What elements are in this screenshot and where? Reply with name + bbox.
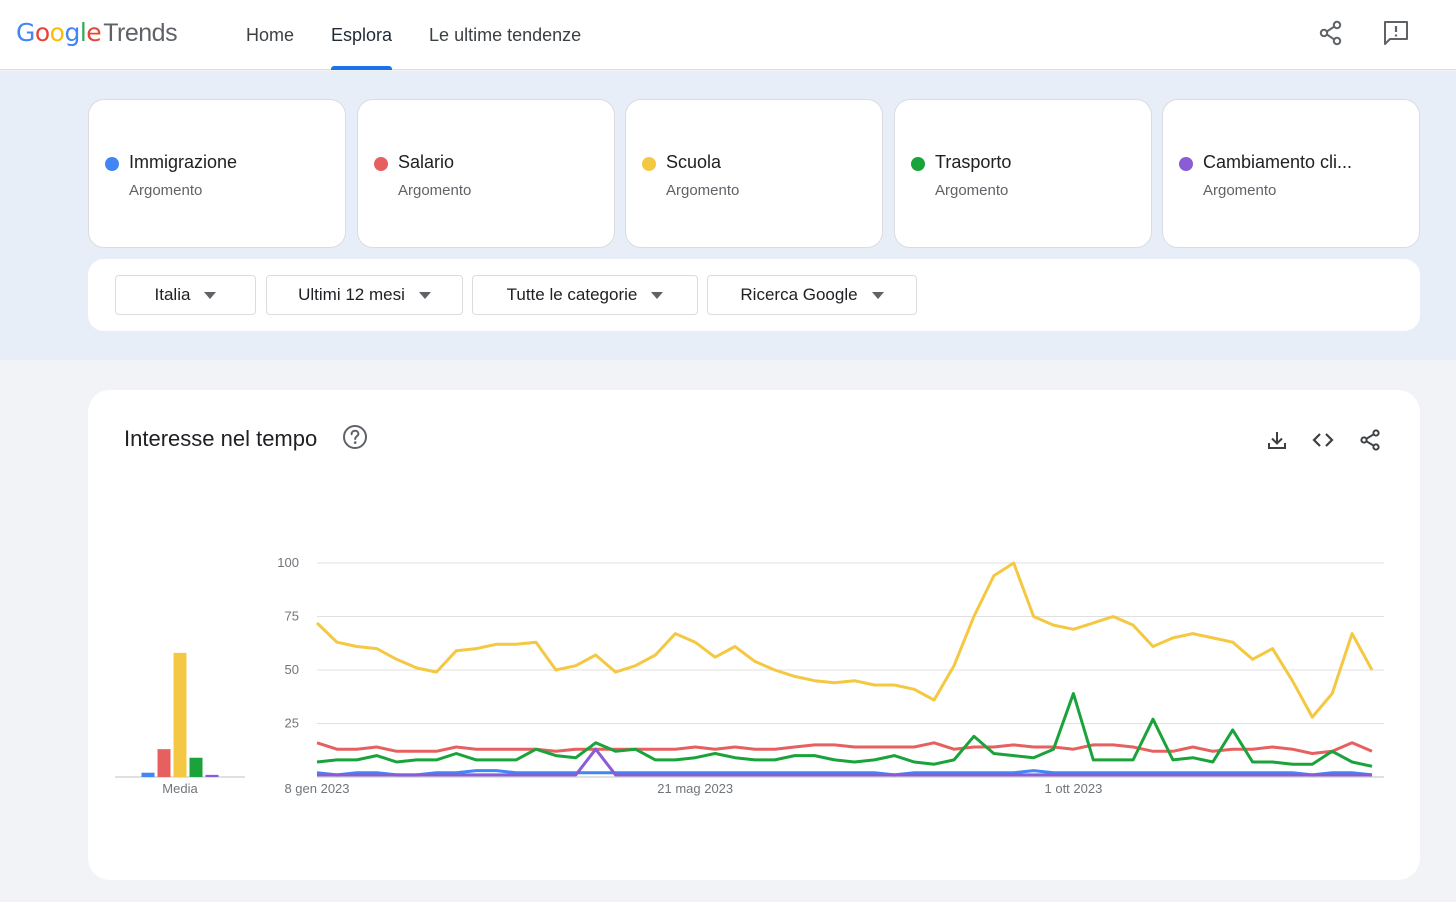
series-line xyxy=(316,692,1373,768)
share-icon[interactable] xyxy=(1358,428,1382,452)
google-trends-logo[interactable]: G o o g l e Trends xyxy=(16,18,178,48)
time-range-value: Ultimi 12 mesi xyxy=(298,285,405,304)
caret-down-icon xyxy=(418,291,431,299)
logo-product-name: Trends xyxy=(103,19,178,47)
term-color-dot xyxy=(642,157,656,171)
interest-over-time-chart: 100 75 50 25 8 gen 2023 21 mag 2023 1 ott 2023… xyxy=(115,555,1384,796)
term-name: Salario xyxy=(398,152,455,172)
term-name: Immigrazione xyxy=(129,152,238,172)
average-bar xyxy=(189,757,203,777)
term-name: Cambiamento cli... xyxy=(1203,152,1353,172)
term-color-dot xyxy=(374,157,388,171)
average-bar xyxy=(157,749,171,777)
x-tick-label: 1 ott 2023 xyxy=(1045,781,1103,796)
term-card-trasporto[interactable]: Trasporto Argomento xyxy=(894,99,1152,248)
term-type: Argomento xyxy=(935,182,1009,199)
y-tick-label: 75 xyxy=(285,609,299,624)
series-line xyxy=(316,769,1373,777)
help-icon[interactable] xyxy=(342,424,368,450)
nav-home[interactable]: Home xyxy=(246,25,295,45)
logo-letter: o xyxy=(49,18,65,47)
series-line xyxy=(317,747,1372,777)
average-bar xyxy=(205,774,219,777)
search-type-value: Ricerca Google xyxy=(740,285,858,304)
caret-down-icon xyxy=(204,291,217,299)
term-type: Argomento xyxy=(129,182,203,199)
series-line xyxy=(315,561,1374,719)
y-tick-label: 25 xyxy=(285,716,299,731)
chart-title: Interesse nel tempo xyxy=(124,426,318,451)
main-nav: Home Esplora Le ultime tendenze xyxy=(246,0,618,70)
logo-letter: g xyxy=(64,18,80,47)
category-value: Tutte le categorie xyxy=(506,285,638,304)
x-tick-label: 8 gen 2023 xyxy=(284,781,349,796)
term-card-immigrazione[interactable]: Immigrazione Argomento xyxy=(88,99,346,248)
caret-down-icon xyxy=(651,291,664,299)
logo-letter: e xyxy=(86,18,102,47)
term-card-scuola[interactable]: Scuola Argomento xyxy=(625,99,883,248)
y-tick-label: 50 xyxy=(285,662,299,677)
download-icon[interactable] xyxy=(1265,428,1289,452)
term-name: Scuola xyxy=(666,152,722,172)
average-bar xyxy=(173,652,187,777)
term-name: Trasporto xyxy=(935,152,1012,172)
series-line xyxy=(316,741,1373,755)
app-header: G o o g l e Trends Home Esplora Le ultim… xyxy=(0,0,1456,70)
term-color-dot xyxy=(105,157,119,171)
region-dropdown[interactable]: Italia xyxy=(115,275,256,315)
interest-over-time-card: Interesse nel tempo 100 75 50 25 8 gen 2023 2… xyxy=(88,390,1420,880)
logo-letter: o xyxy=(34,18,50,47)
time-range-dropdown[interactable]: Ultimi 12 mesi xyxy=(266,275,463,315)
x-tick-label: 21 mag 2023 xyxy=(657,781,733,796)
nav-trending-now[interactable]: Le ultime tendenze xyxy=(429,25,582,45)
term-type: Argomento xyxy=(398,182,472,199)
y-tick-label: 100 xyxy=(277,555,299,570)
category-dropdown[interactable]: Tutte le categorie xyxy=(472,275,698,315)
term-card-cambiamento-climatico[interactable]: Cambiamento cli... Argomento xyxy=(1162,99,1420,248)
logo-letter: l xyxy=(79,18,87,47)
term-type: Argomento xyxy=(1203,182,1277,199)
filter-bar: Italia Ultimi 12 mesi Tutte le categorie… xyxy=(88,259,1420,331)
caret-down-icon xyxy=(871,291,884,299)
term-card-salario[interactable]: Salario Argomento xyxy=(357,99,615,248)
logo-letter: G xyxy=(16,18,35,47)
embed-icon[interactable] xyxy=(1311,428,1335,452)
share-icon[interactable] xyxy=(1316,18,1346,48)
region-value: Italia xyxy=(154,285,191,304)
term-color-dot xyxy=(911,157,925,171)
nav-explore[interactable]: Esplora xyxy=(331,0,393,70)
term-color-dot xyxy=(1179,157,1193,171)
term-type: Argomento xyxy=(666,182,740,199)
search-type-dropdown[interactable]: Ricerca Google xyxy=(707,275,917,315)
average-bar xyxy=(141,772,155,777)
feedback-icon[interactable] xyxy=(1381,18,1411,48)
average-label: Media xyxy=(162,781,198,796)
